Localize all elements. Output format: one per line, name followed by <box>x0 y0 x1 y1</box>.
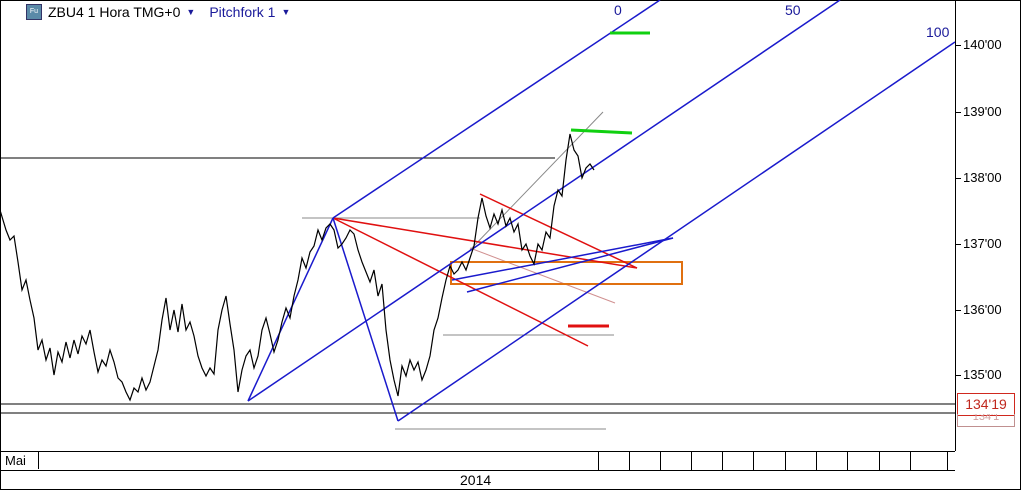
time-axis-cell <box>847 452 848 470</box>
plot-area[interactable]: Fu ZBU4 1 Hora TMG+0 ▼ Pitchfork 1 ▼ 0 5… <box>0 0 956 451</box>
red-channel-upper[interactable] <box>479 193 638 269</box>
y-tick-mark <box>955 310 961 311</box>
time-axis-cell <box>785 452 786 470</box>
y-tick-label: 139'00 <box>963 104 1002 119</box>
year-label: 2014 <box>460 472 492 488</box>
pitchfork-handle-2[interactable] <box>247 217 334 402</box>
y-tick-mark <box>955 45 961 46</box>
pitchfork-level-0: 0 <box>614 2 622 18</box>
gray-ref-line[interactable] <box>469 111 604 251</box>
pitchfork-line-100[interactable] <box>397 41 955 422</box>
pitchfork-level-50: 50 <box>785 2 801 18</box>
last-price-secondary: 134'1 <box>957 414 1015 427</box>
price-chart[interactable] <box>0 0 955 451</box>
time-axis-cell <box>660 452 661 470</box>
y-tick-mark <box>955 244 961 245</box>
tool-label[interactable]: Pitchfork 1 <box>209 4 276 20</box>
red-channel-bottom[interactable] <box>332 217 589 347</box>
time-axis-cell <box>722 452 723 470</box>
pitchfork-line-0[interactable] <box>332 0 661 219</box>
time-axis-cell <box>629 452 630 470</box>
y-tick-label: 138'00 <box>963 170 1002 185</box>
y-tick-mark <box>955 178 961 179</box>
pitchfork-line-50[interactable] <box>247 0 841 402</box>
time-axis-cell <box>598 452 599 470</box>
time-axis-cell <box>816 452 817 470</box>
chevron-down-icon[interactable]: ▼ <box>281 7 291 17</box>
y-tick-label: 136'00 <box>963 302 1002 317</box>
last-price-badge: 134'19 <box>957 393 1015 416</box>
y-tick-label: 137'00 <box>963 236 1002 251</box>
time-axis-cell <box>947 452 948 470</box>
symbol-label[interactable]: ZBU4 1 Hora TMG+0 <box>48 4 181 20</box>
time-axis-cell <box>879 452 880 470</box>
month-label: Mai <box>5 453 26 468</box>
y-tick-mark <box>955 112 961 113</box>
time-axis-cell <box>753 452 754 470</box>
y-tick-label: 135'00 <box>963 367 1002 382</box>
time-axis-cell <box>910 452 911 470</box>
gray-ref-line[interactable] <box>469 247 616 304</box>
price-series-line[interactable] <box>0 133 595 402</box>
pitchfork-cross-line[interactable] <box>451 237 674 281</box>
orange-zone-rect[interactable] <box>450 261 683 285</box>
pitchfork-cross-line[interactable] <box>466 237 674 293</box>
pitchfork-handle-1[interactable] <box>332 217 399 422</box>
y-tick-mark <box>955 375 961 376</box>
time-axis-months[interactable]: Mai <box>0 451 955 471</box>
chart-header: Fu ZBU4 1 Hora TMG+0 ▼ Pitchfork 1 ▼ <box>26 3 290 21</box>
y-tick-label: 140'00 <box>963 37 1002 52</box>
axis-separator <box>38 452 39 469</box>
time-axis-cell <box>691 452 692 470</box>
green-marker[interactable] <box>570 128 633 135</box>
fu-icon[interactable]: Fu <box>26 4 42 20</box>
pitchfork-level-100: 100 <box>926 24 950 40</box>
chevron-down-icon[interactable]: ▼ <box>186 7 196 17</box>
red-channel-top[interactable] <box>332 217 638 269</box>
